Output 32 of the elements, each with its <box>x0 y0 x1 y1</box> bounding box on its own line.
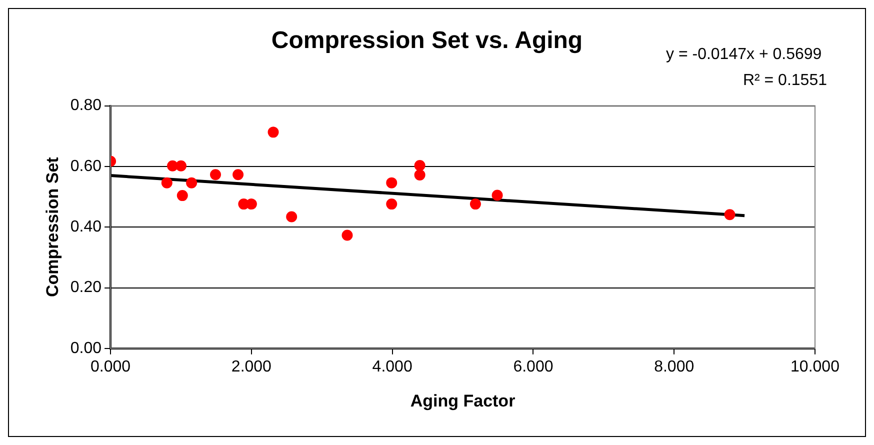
y-tick-label: 0.80 <box>70 97 102 114</box>
x-tick-label: 4.000 <box>372 358 412 376</box>
y-tick-label: 0.40 <box>70 218 102 236</box>
point <box>268 126 279 138</box>
x-tick-label: 0.000 <box>90 358 131 376</box>
x-tick-label: 8.000 <box>654 358 694 376</box>
point <box>161 177 172 188</box>
point <box>342 230 353 241</box>
chart-title: Compression Set vs. Aging <box>271 27 583 54</box>
point <box>492 190 503 201</box>
point <box>414 169 426 180</box>
point <box>414 160 426 172</box>
y-axis-title: Compression Set <box>42 156 62 298</box>
point <box>286 211 298 222</box>
point <box>210 169 222 180</box>
x-tick-label: 2.000 <box>231 358 272 376</box>
y-tick-label: 0.60 <box>70 158 102 175</box>
text: R² = 0.1551 <box>742 72 828 89</box>
point <box>175 160 186 172</box>
point <box>232 169 244 180</box>
point <box>470 198 481 210</box>
text: y = -0.0147x + 0.5699 <box>666 46 822 63</box>
x-axis-title: Aging Factor <box>410 391 516 410</box>
point <box>724 209 736 220</box>
point <box>386 198 398 210</box>
point <box>186 177 198 188</box>
y-tick-label: 0.20 <box>70 279 102 296</box>
x-tick-label: 10.000 <box>790 358 840 376</box>
x-tick-label: 6.000 <box>513 358 554 376</box>
point <box>176 190 188 202</box>
point <box>386 177 398 188</box>
y-tick-label: 0.00 <box>70 340 102 357</box>
